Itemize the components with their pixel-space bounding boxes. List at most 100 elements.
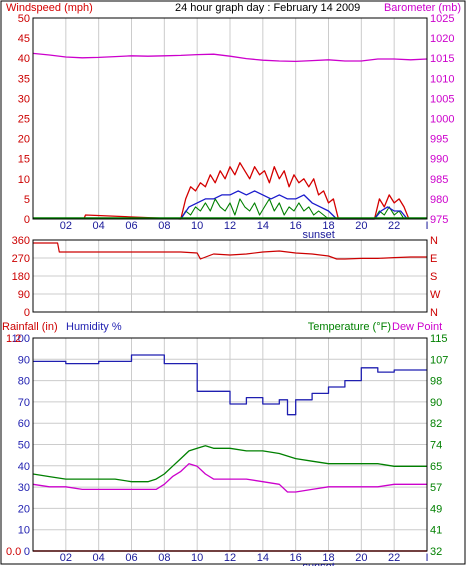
panel1-right-ticks: 975 980 985 990 995 1000 1005 1010 1015 1020 1025 [430,13,454,226]
y-tick-label-right: 1000 [430,114,454,126]
temperature-humidity-panel: 0 10 20 30 40 50 60 70 80 90 100 0.0 1.2 32 41 49 57 65 7… [6,333,448,566]
sunset-label-1: sunset [302,229,334,241]
y-tick-label-right: 1015 [430,53,454,65]
x-tick-label: 16 [290,220,302,232]
y-tick-label-right: 107 [430,354,448,366]
x-tick-label: 18 [322,552,334,564]
rainfall-axis-label: Rainfall (in) [2,321,58,333]
y-tick-label-right: 98 [430,376,442,388]
y-tick-label-right: 82 [430,418,442,430]
panel1-left-ticks: 0 5 10 15 20 25 30 35 40 45 50 [18,13,30,226]
panel2-series [33,242,427,260]
y-tick-label-left: 15 [18,154,30,166]
y-tick-label-right: 65 [430,461,442,473]
panel3-border [32,337,428,552]
y-tick-label-right: 1005 [430,93,454,105]
y-tick-label-left: 10 [18,174,30,186]
barometer-line [32,52,428,63]
x-tick-label: I [425,220,428,232]
panel2-border [32,239,428,313]
wind-direction-line [33,242,427,260]
x-tick-label: 10 [191,220,203,232]
windspeed-axis-label: Windspeed (mph) [6,2,93,14]
barometer-axis-label: Barometer (mb) [384,2,461,14]
y-tick-label-right: 985 [430,174,448,186]
x-tick-label: I [425,552,428,564]
y-tick-label-right: 1020 [430,33,454,45]
x-tick-label: 20 [355,220,367,232]
sunset-label-2: sunset [302,561,334,566]
dewpoint-line [32,463,427,493]
y-tick-label-right: 90 [430,397,442,409]
x-tick-label: 04 [93,552,105,564]
y-tick-label-left: 30 [18,482,30,494]
y-tick-label-left: 60 [18,418,30,430]
y-tick-label-left: 40 [18,461,30,473]
y-tick-label-left: 70 [18,397,30,409]
y-tick-label-left: 80 [18,376,30,388]
x-tick-label: 12 [224,220,236,232]
y-tick-label-right: W [430,289,441,301]
humidity-line [33,354,427,416]
panel1-grid [65,18,428,219]
x-tick-label: 04 [93,220,105,232]
y-tick-label-left: 10 [18,525,30,537]
y-tick-label-right: 990 [430,154,448,166]
temperature-axis-label: Temperature (°F) [308,321,391,333]
y-tick-label-left: 180 [12,271,30,283]
x-tick-label: 08 [158,220,170,232]
x-tick-label: 12 [224,552,236,564]
rain-tick-label: 0.0 [6,546,21,558]
y-tick-label-left: 0 [24,546,30,558]
y-tick-label-right: E [430,253,437,265]
y-tick-label-right: N [430,235,438,247]
y-tick-label-right: 980 [430,194,448,206]
y-tick-label-left: 20 [18,134,30,146]
x-tick-label: 22 [388,220,400,232]
y-tick-label-right: N [430,307,438,319]
panel1-x-ticks: 02 04 06 08 10 12 14 16 18 20 22 I [60,220,429,232]
y-tick-label-right: 49 [430,503,442,515]
x-tick-label: 08 [158,552,170,564]
y-tick-label-left: 30 [18,93,30,105]
x-tick-label: 02 [60,220,72,232]
x-tick-label: 20 [355,552,367,564]
y-tick-label-left: 40 [18,53,30,65]
y-tick-label-left: 25 [18,114,30,126]
y-tick-label-left: 90 [18,289,30,301]
x-tick-label: 16 [290,552,302,564]
x-tick-label: 18 [322,220,334,232]
y-tick-label-right: 975 [430,214,448,226]
x-tick-label: 22 [388,552,400,564]
y-tick-label-left: 20 [18,503,30,515]
temperature-line [32,445,427,483]
x-tick-label: 14 [257,552,269,564]
y-tick-label-left: 35 [18,73,30,85]
y-tick-label-right: 1025 [430,13,454,25]
y-tick-label-left: 100 [12,333,30,345]
x-tick-label: 10 [191,552,203,564]
y-tick-label-left: 45 [18,33,30,45]
panel2-left-ticks: 0 90 180 270 360 [12,235,30,319]
panel3-x-ticks: 02 04 06 08 10 12 14 16 18 20 22 I [60,552,429,564]
y-tick-label-right: 115 [430,333,448,345]
y-tick-label-left: 5 [24,194,30,206]
x-tick-label: 02 [60,552,72,564]
chart-title: 24 hour graph day : February 14 2009 [175,2,360,14]
y-tick-label-right: 995 [430,134,448,146]
y-tick-label-right: S [430,271,437,283]
humidity-axis-label: Humidity % [66,321,122,333]
panel1-border [32,17,428,220]
y-tick-label-right: 1010 [430,73,454,85]
y-tick-label-left: 0 [24,214,30,226]
y-tick-label-left: 50 [18,13,30,25]
panel3-left-ticks: 0 10 20 30 40 50 60 70 80 90 100 0.0 1.2 [6,333,30,558]
panel3-right-ticks: 32 41 49 57 65 74 82 90 98 107 115 [430,333,448,558]
rain-tick-label: 1.2 [6,333,21,345]
x-tick-label: 14 [257,220,269,232]
